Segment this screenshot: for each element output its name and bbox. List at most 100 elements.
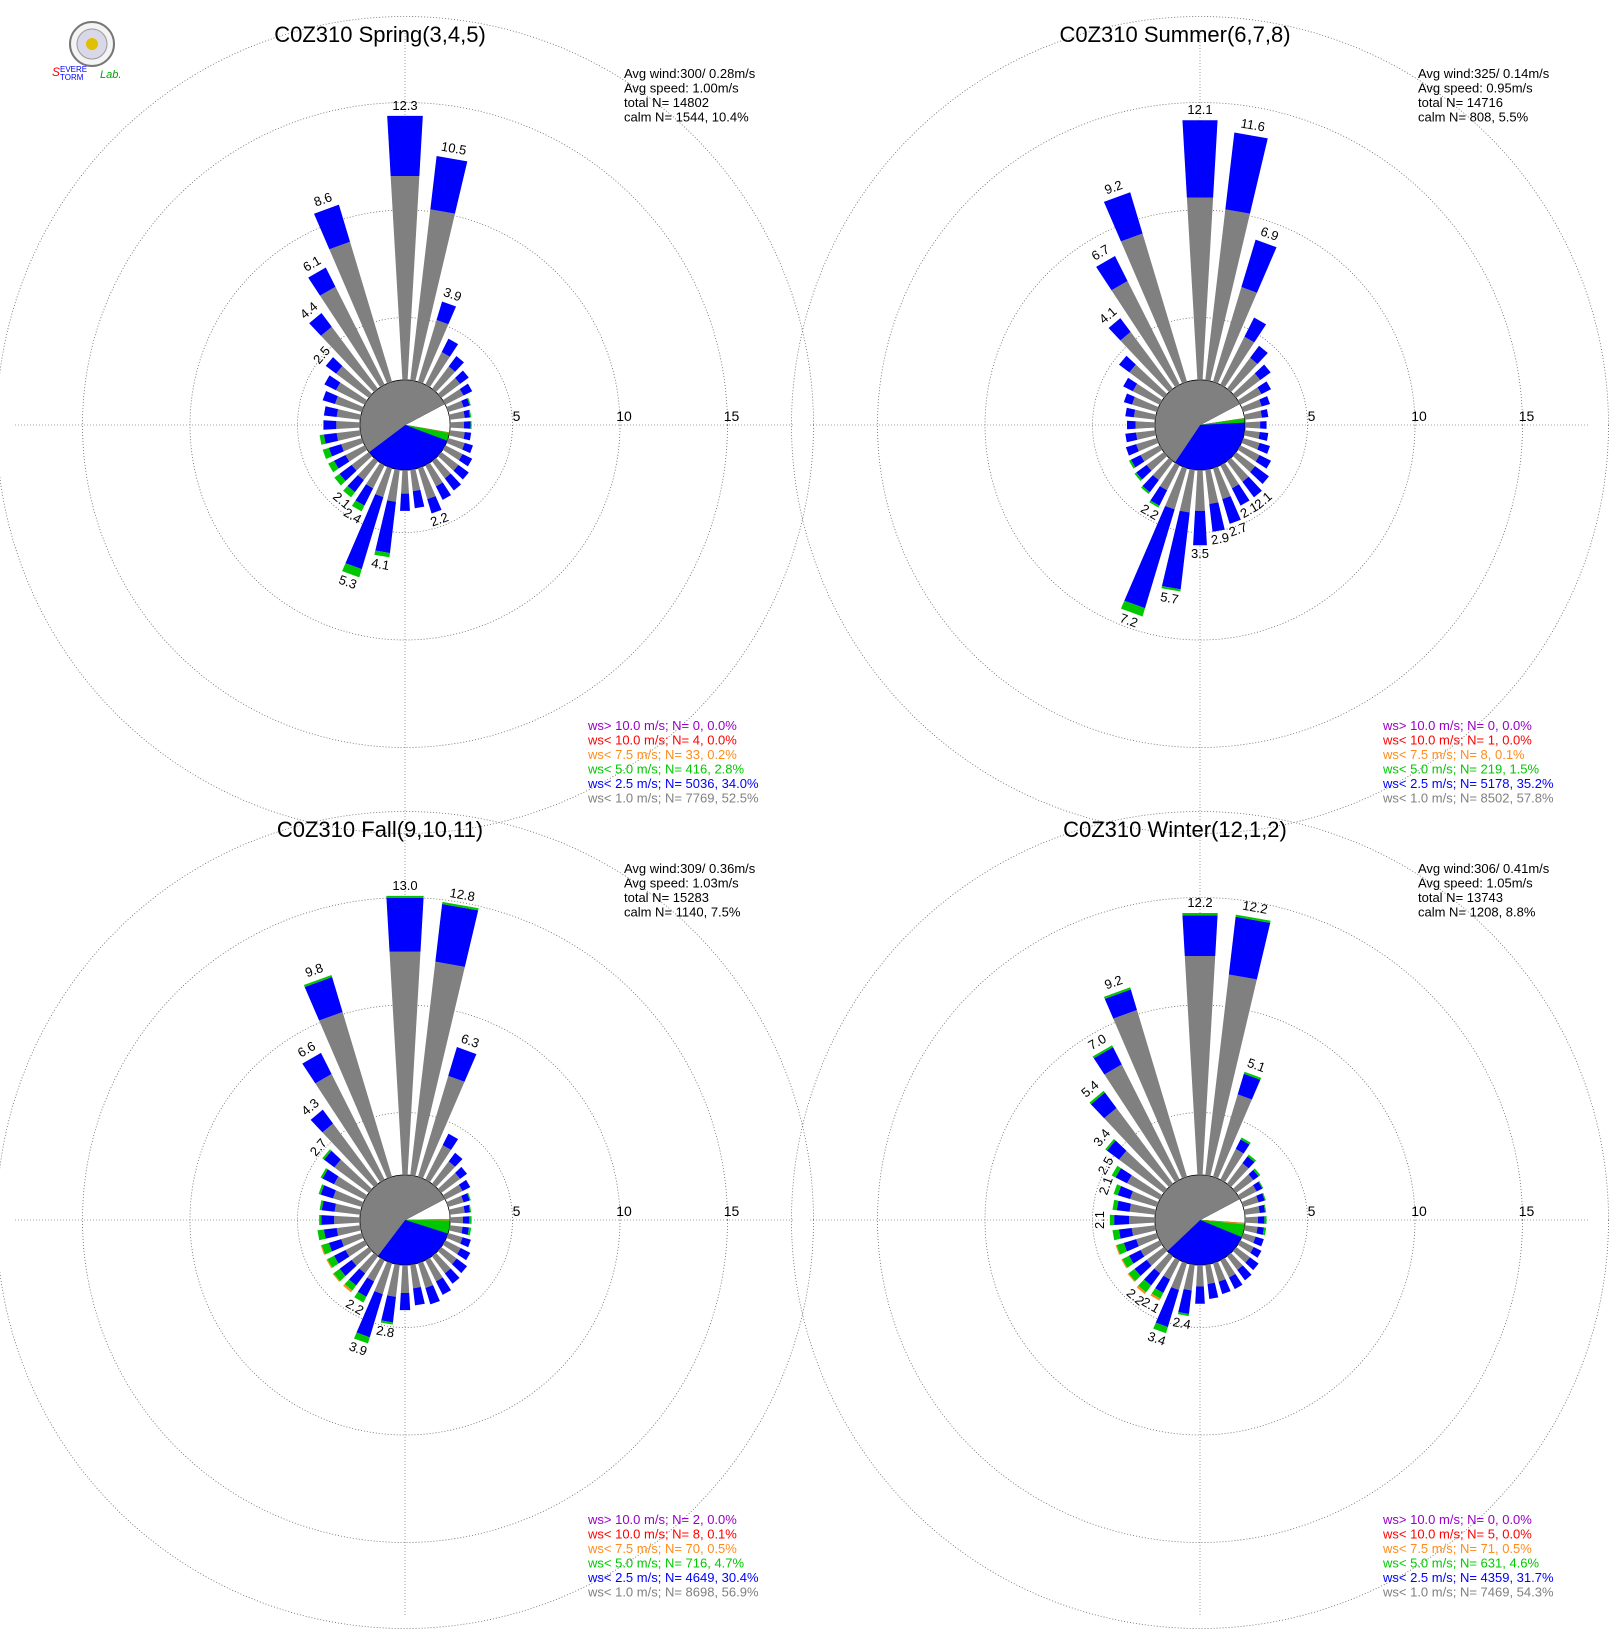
bar-segment-lt5	[319, 1200, 324, 1211]
bar-value-label: 12.2	[1241, 898, 1269, 917]
stat-line: Avg wind:306/ 0.41m/s	[1418, 861, 1550, 876]
bar-segment-lt25	[304, 977, 343, 1021]
grid-ring	[297, 317, 513, 533]
bar-segment-lt5	[467, 1192, 471, 1201]
bar-segment-lt25	[1244, 317, 1267, 343]
bar-segment-lt5	[467, 1227, 472, 1236]
ring-tick-label: 10	[616, 1203, 632, 1219]
ring-tick-label: 10	[1411, 1203, 1427, 1219]
bar-segment-lt1	[375, 466, 393, 498]
bar-segment-lt25	[381, 1295, 396, 1323]
direction-bar-240	[328, 445, 368, 473]
direction-bar-160	[1212, 1261, 1231, 1295]
direction-bar-300	[320, 1168, 368, 1200]
bar-segment-lt1	[1232, 451, 1256, 473]
svg-text:Lab.: Lab.	[100, 69, 121, 81]
bar-value-label: 3.5	[1191, 546, 1209, 561]
direction-bar-250	[1115, 1232, 1159, 1255]
bar-segment-lt1	[1226, 357, 1258, 393]
stat-line: calm N= 808, 5.5%	[1418, 110, 1529, 125]
direction-bar-70	[1241, 396, 1271, 413]
bar-segment-lt5	[1128, 1268, 1141, 1282]
bar-segment-lt1	[1132, 383, 1163, 405]
bar-segment-lt25	[328, 1239, 344, 1252]
wind-rose-panel-2: 5 10 1512.111.66.92.12.12.72.93.55.77.22.2…	[791, 16, 1609, 834]
bar-segment-lt25	[323, 1228, 339, 1239]
bar-segment-lt25	[1258, 1204, 1266, 1213]
bar-segment-lt1	[448, 1206, 465, 1215]
legend-entry-lt1: ws< 1.0 m/s; N= 7469, 54.3%	[1382, 1585, 1554, 1600]
bar-segment-lt1	[410, 209, 455, 382]
direction-bar-260	[317, 1225, 362, 1241]
bar-segment-lt25	[462, 442, 473, 454]
direction-bar-160: 2.7	[1212, 466, 1249, 540]
legend-entry-lt10: ws< 10.0 m/s; N= 1, 0.0%	[1382, 733, 1532, 748]
direction-bar-150	[1220, 1257, 1243, 1290]
direction-bar-20: 3.9	[417, 284, 464, 384]
bar-segment-lt25	[339, 1259, 357, 1277]
bar-value-label: 5.1	[1245, 1055, 1267, 1075]
bar-segment-lt1	[345, 445, 368, 462]
bar-segment-lt1	[1104, 1107, 1174, 1188]
bar-segment-lt25	[1136, 464, 1152, 480]
bar-segment-lt1	[336, 366, 373, 399]
direction-bar-100	[448, 430, 472, 441]
bar-segment-lt1	[336, 430, 362, 441]
bar-segment-lt25	[387, 115, 423, 177]
bar-segment-lt1	[1237, 1240, 1254, 1254]
direction-bar-270: 2.1	[1092, 1211, 1155, 1229]
bar-segment-lt25	[1241, 239, 1277, 293]
bar-segment-lt5	[1240, 1137, 1251, 1145]
bar-segment-lt5	[1109, 1214, 1115, 1226]
bar-value-label: 3.9	[442, 284, 464, 304]
bar-segment-lt25	[1093, 1047, 1122, 1075]
direction-bar-310	[1118, 355, 1168, 399]
bar-segment-lt25	[448, 1152, 463, 1167]
bar-segment-lt25	[1260, 409, 1269, 418]
bar-segment-lt25	[441, 338, 459, 357]
bar-segment-lt25	[427, 496, 442, 514]
bar-segment-lt1	[1183, 1263, 1195, 1291]
bar-segment-lt25	[459, 383, 473, 396]
direction-bar-190: 5.7	[1159, 468, 1195, 607]
bar-segment-lt25	[1128, 1249, 1145, 1264]
bar-segment-lt25	[1130, 454, 1145, 468]
bar-segment-lt1	[1196, 1265, 1204, 1287]
ring-tick-label: 5	[1308, 408, 1316, 424]
direction-bar-180: 3.5	[1191, 470, 1209, 561]
bar-segment-lt25	[399, 1292, 411, 1311]
direction-bar-20: 5.1	[1212, 1055, 1267, 1179]
bar-segment-lt5	[1247, 1154, 1257, 1163]
legend-entry-gt10: ws> 10.0 m/s; N= 0, 0.0%	[1382, 718, 1532, 733]
bar-segment-lt25	[1257, 1216, 1265, 1224]
bar-value-label: 5.3	[337, 572, 359, 592]
bar-segment-lt75	[332, 1273, 341, 1282]
bar-segment-lt25	[1253, 1236, 1264, 1247]
grid-ring	[82, 102, 728, 748]
bar-segment-lt1	[1129, 1191, 1159, 1208]
ring-tick-label: 15	[1519, 1203, 1535, 1219]
bar-segment-lt25	[1096, 255, 1128, 291]
bar-segment-lt1	[329, 241, 393, 384]
bar-segment-lt1	[446, 437, 465, 450]
bar-segment-lt75	[320, 1245, 326, 1255]
bar-segment-lt1	[442, 388, 464, 405]
direction-bar-200: 5.3	[337, 466, 393, 592]
direction-bar-0: 12.2	[1182, 895, 1218, 1175]
legend-entry-lt75: ws< 7.5 m/s; N= 71, 0.5%	[1382, 1541, 1532, 1556]
bar-segment-lt25	[1117, 1185, 1133, 1199]
bar-value-label: 12.1	[1187, 102, 1212, 117]
bar-segment-lt25	[323, 406, 339, 417]
direction-bar-220: 2.2	[1124, 1252, 1174, 1308]
direction-bar-300	[1123, 377, 1163, 405]
bar-segment-lt5	[317, 1229, 326, 1241]
bar-segment-lt1	[334, 1159, 373, 1194]
bar-segment-lt25	[1114, 1215, 1130, 1225]
direction-bar-170	[410, 468, 425, 509]
direction-bar-90	[450, 1216, 472, 1224]
direction-bar-90	[450, 421, 472, 429]
direction-bar-190: 4.1	[370, 468, 400, 573]
bar-segment-lt5	[1258, 1181, 1264, 1189]
direction-bar-170	[1205, 1263, 1219, 1300]
